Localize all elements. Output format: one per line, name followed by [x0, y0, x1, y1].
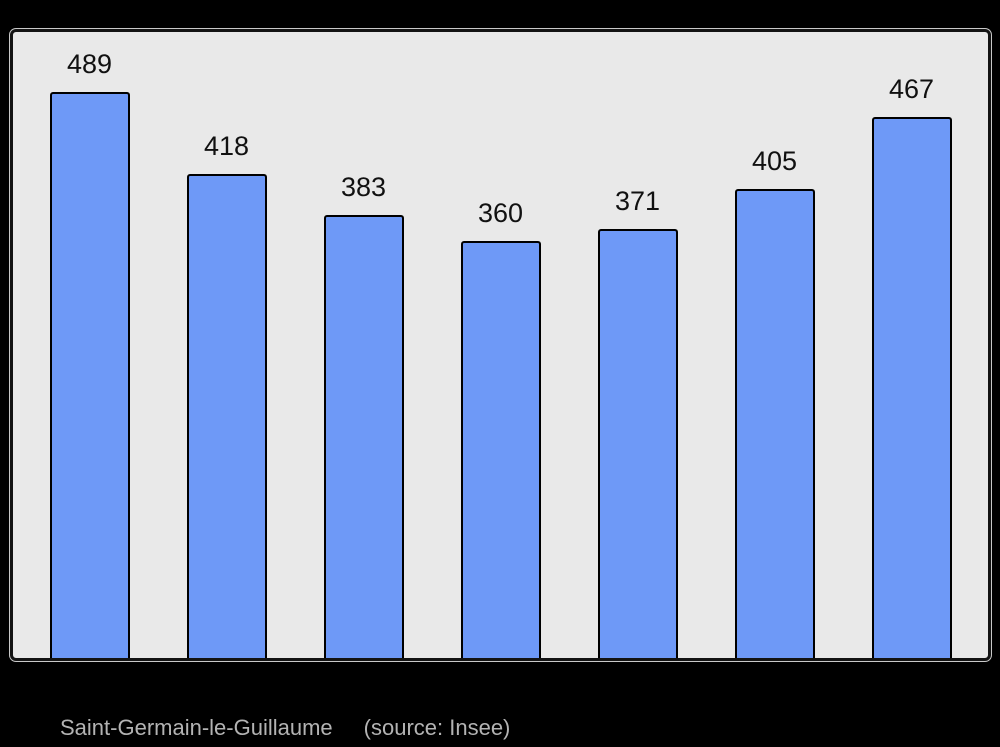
bar-value-label: 467: [888, 74, 935, 104]
bar: [734, 189, 815, 658]
bar-value-label: 383: [340, 172, 387, 202]
bar-value-label: 360: [477, 198, 524, 228]
chart-frame: 489 418 383 360 371 405 467: [10, 29, 991, 661]
bar-value-label: 371: [614, 186, 661, 216]
bar-group: 489: [21, 32, 158, 658]
bar: [186, 174, 267, 658]
bar: [871, 117, 952, 658]
bar-value-label: 489: [66, 49, 113, 79]
bar: [323, 215, 404, 658]
bar: [49, 92, 130, 658]
bar-group: 360: [432, 32, 569, 658]
bar-group: 405: [706, 32, 843, 658]
bar: [460, 241, 541, 658]
caption-source: (source: Insee): [363, 715, 511, 740]
bar-value-label: 418: [203, 131, 250, 161]
bar: [597, 229, 678, 658]
bar-group: 418: [158, 32, 295, 658]
bar-group: 467: [843, 32, 980, 658]
bar-group: 371: [569, 32, 706, 658]
plot-area: 489 418 383 360 371 405 467: [13, 32, 988, 658]
chart-caption: Saint-Germain-le-Guillaume (source: Insee…: [60, 717, 510, 739]
bar-value-label: 405: [751, 146, 798, 176]
bar-group: 383: [295, 32, 432, 658]
caption-title: Saint-Germain-le-Guillaume: [60, 715, 333, 740]
